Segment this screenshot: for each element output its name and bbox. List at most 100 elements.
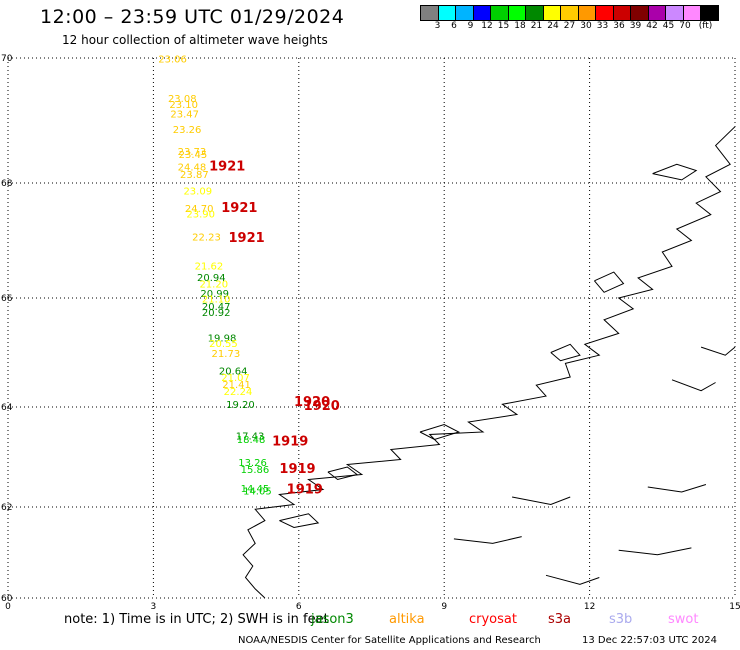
wave-height-value: 21.41	[222, 380, 251, 391]
longitude-label: 9	[441, 602, 447, 612]
axis-labels: 70 68 66 64 62 600 3 6 9 12 15	[1, 54, 740, 612]
colorbar-label: 9	[467, 21, 474, 31]
colorbar-label: 45	[662, 21, 675, 31]
wave-height-value: 21.07	[221, 373, 250, 384]
latitude-label: 62	[1, 503, 12, 513]
wave-height-value: 23.87	[180, 170, 209, 181]
wave-height-value: 21.20	[199, 280, 228, 291]
wave-height-value: 24.48	[178, 163, 207, 174]
longitude-label: 6	[296, 602, 302, 612]
longitude-label: 0	[5, 602, 11, 612]
legend-cryosat: cryosat	[469, 612, 517, 627]
colorbar-label: (ft)	[698, 21, 713, 31]
latitude-label: 66	[1, 294, 13, 304]
wave-height-value: 19.98	[208, 334, 237, 345]
pass-number: 1920	[294, 395, 330, 410]
wave-height-value: 20.47	[202, 302, 231, 313]
colorbar-label: 21	[530, 21, 543, 31]
latitude-label: 64	[1, 403, 13, 413]
colorbar-label: 39	[629, 21, 642, 31]
legend-jason3: jason3	[311, 612, 354, 627]
latitude-label: 70	[1, 54, 13, 64]
wave-height-value: 20.94	[197, 273, 226, 284]
pass-number: 1921	[229, 231, 265, 246]
wave-height-value: 23.06	[158, 54, 187, 65]
wave-height-value: 22.23	[192, 233, 221, 244]
wave-height-colorbar	[420, 5, 719, 21]
colorbar-label: 30	[580, 21, 592, 31]
legend-s3b: s3b	[609, 612, 633, 627]
pass-number: 1919	[279, 462, 315, 477]
wave-height-value: 20.99	[200, 289, 229, 300]
pass-number: 1921	[221, 201, 257, 216]
lake-outline	[545, 574, 600, 585]
latitude-label: 60	[1, 594, 13, 604]
colorbar-label: 6	[451, 21, 457, 31]
wave-height-value: 23.10	[169, 100, 198, 111]
wave-height-value: 18.48	[237, 435, 266, 446]
norway-coastline	[242, 126, 736, 599]
colorbar-label: 27	[563, 21, 576, 31]
wave-height-value: 21.10	[202, 294, 231, 305]
pass-number: 1919	[287, 483, 323, 498]
coastline-main	[242, 126, 736, 599]
map-subtitle: 12 hour collection of altimeter wave hei…	[62, 33, 328, 47]
wave-height-value: 14.45	[241, 484, 270, 495]
coastline-island	[594, 271, 625, 293]
pass-number: 1919	[272, 435, 308, 450]
lake-outline	[700, 346, 736, 356]
legend-altika: altika	[389, 612, 425, 627]
coastline-island	[279, 513, 320, 529]
graticule-grid	[7, 57, 736, 599]
wave-height-value: 20.92	[202, 308, 231, 319]
footer-note: note: 1) Time is in UTC; 2) SWH is in fe…	[64, 612, 329, 627]
wave-height-value: 21.73	[212, 349, 241, 360]
generated-timestamp: 13 Dec 22:57:03 UTC 2024	[582, 635, 717, 646]
lake-outline	[512, 496, 571, 506]
colorbar-swatch	[700, 5, 719, 21]
longitude-label: 15	[729, 602, 740, 612]
lake-outline	[453, 536, 522, 544]
lake-outline	[671, 379, 716, 392]
wave-height-value: 21.62	[195, 261, 224, 272]
wave-height-value: 15.86	[241, 465, 270, 476]
colorbar-label: 24	[547, 21, 559, 31]
wave-height-value: 23.45	[179, 150, 208, 161]
longitude-label: 12	[584, 602, 595, 612]
wave-height-value: 14.05	[243, 487, 272, 498]
colorbar-label: 70	[679, 21, 691, 31]
wave-height-value: 23.08	[168, 94, 197, 105]
wave-height-value: 23.90	[186, 210, 215, 221]
colorbar-label: 15	[497, 21, 510, 31]
colorbar-label: 33	[596, 21, 609, 31]
wave-height-value: 22.24	[224, 387, 253, 398]
wave-height-value: 17.43	[236, 432, 265, 443]
legend-s3a: s3a	[548, 612, 572, 627]
coastline-island	[327, 466, 359, 481]
wave-height-value: 23.26	[173, 125, 202, 136]
wave-height-value: 23.73	[178, 147, 207, 158]
lake-outline	[647, 484, 707, 493]
wave-height-value: 19.20	[226, 400, 255, 411]
wave-height-value: 20.64	[219, 366, 248, 377]
wave-height-value: 24.70	[185, 204, 214, 215]
wave-height-value: 20.55	[209, 339, 238, 350]
colorbar-label: 42	[646, 21, 658, 31]
colorbar-labels: 3 6 9 12 15 18 21 24 27 30 33 36 39 42 45 70 (ft)	[421, 21, 740, 33]
longitude-label: 3	[151, 602, 157, 612]
wave-height-value: 13.26	[238, 458, 267, 469]
colorbar-label: 36	[613, 21, 625, 31]
colorbar-label: 18	[514, 21, 526, 31]
pass-number: 1920	[304, 399, 340, 414]
map-title: 12:00 – 23:59 UTC 01/29/2024	[40, 6, 345, 28]
colorbar-label: 3	[434, 21, 441, 31]
colorbar-label: 12	[481, 21, 493, 31]
pass-number: 1921	[209, 160, 245, 175]
wave-height-value: 23.09	[183, 187, 212, 198]
legend-swot: swot	[668, 612, 699, 627]
wave-height-value: 23.47	[170, 109, 199, 120]
latitude-label: 68	[1, 179, 13, 189]
